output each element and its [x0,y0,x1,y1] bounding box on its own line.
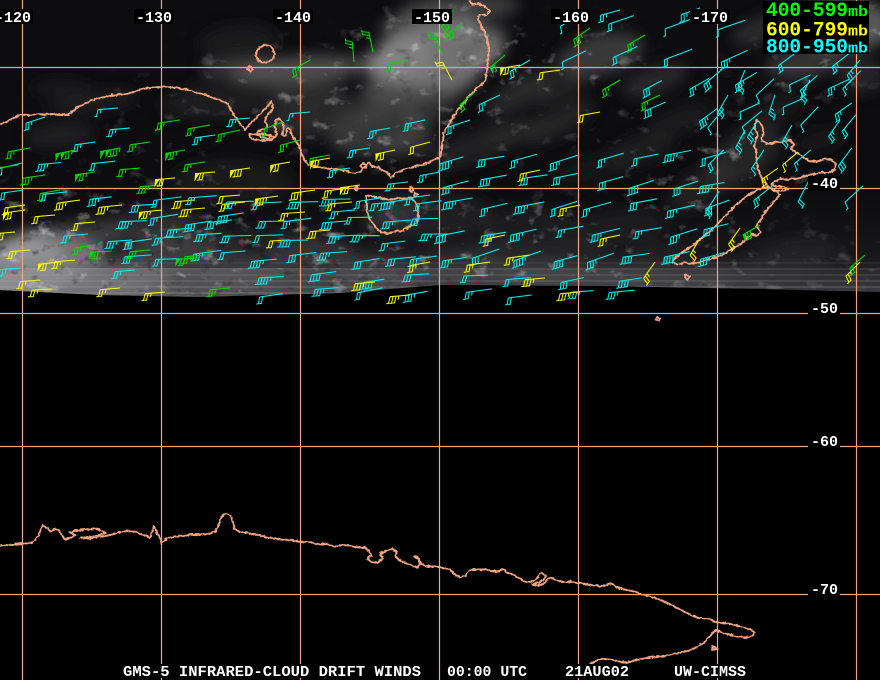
svg-text:-170: -170 [692,10,728,27]
svg-text:UW-CIMSS: UW-CIMSS [674,664,746,680]
svg-text:00:00 UTC: 00:00 UTC [447,664,527,680]
svg-text:mb: mb [848,4,868,21]
svg-text:21AUG02: 21AUG02 [565,664,629,680]
svg-text:mb: mb [848,41,868,58]
svg-text:400-599: 400-599 [766,0,848,23]
svg-text:-60: -60 [811,434,838,451]
svg-text:-150: -150 [414,10,450,27]
svg-text:600-799: 600-799 [766,20,848,43]
svg-text:-130: -130 [136,10,172,27]
svg-text:-140: -140 [275,10,311,27]
svg-text:-120: -120 [0,10,31,27]
svg-text:-160: -160 [553,10,589,27]
svg-text:-40: -40 [811,176,838,193]
svg-text:-50: -50 [811,301,838,318]
svg-text:mb: mb [848,24,868,41]
svg-text:-70: -70 [811,582,838,599]
svg-text:800-950: 800-950 [766,37,848,60]
svg-text:GMS-5 INFRARED-CLOUD DRIFT WIN: GMS-5 INFRARED-CLOUD DRIFT WINDS [123,664,421,680]
